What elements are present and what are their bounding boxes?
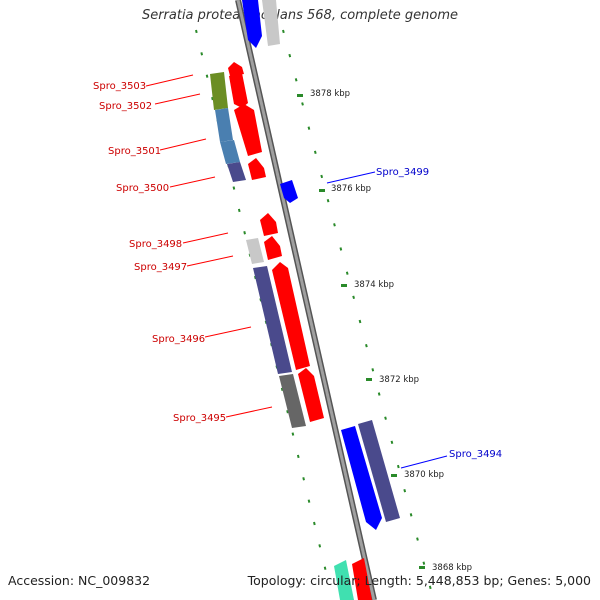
gene-label-line (169, 176, 216, 188)
gene-label-line (154, 93, 201, 105)
gene-arrow (260, 213, 278, 236)
partial-gene-bottom-red (352, 558, 372, 600)
gene-label: Spro_3497 (134, 262, 187, 273)
ruler-tick-label: 3868 kbp (432, 563, 472, 573)
gene-arrow (280, 180, 298, 203)
partial-gene-top-light (262, 0, 280, 46)
gene-label: Spro_3498 (129, 239, 182, 250)
gene-label-line (145, 74, 194, 87)
gene-label-line (159, 138, 207, 151)
cog-block (227, 162, 246, 182)
partial-genes-top[interactable] (242, 0, 280, 48)
ruler-tick-mark (366, 378, 372, 381)
gene-label: Spro_3496 (152, 334, 205, 345)
ruler-tick: 3874 kbp (341, 280, 394, 290)
gene-spro-3494[interactable]: Spro_3494 (341, 420, 502, 530)
gene-spro-3502[interactable]: Spro_3502 (99, 73, 248, 142)
ruler: 3878 kbp 3876 kbp 3874 kbp 3872 kbp 3870… (297, 89, 472, 573)
gene-spro-3500[interactable]: Spro_3500 (116, 158, 266, 194)
cog-block (358, 420, 400, 522)
ruler-tick-label: 3878 kbp (310, 89, 350, 99)
ruler-tick: 3868 kbp (419, 563, 472, 573)
gene-label-line (225, 406, 273, 418)
backbone (235, 0, 377, 600)
gene-label: Spro_3499 (376, 167, 429, 178)
ruler-tick: 3870 kbp (391, 470, 444, 480)
gene-label: Spro_3494 (449, 449, 502, 460)
gene-arrow (264, 236, 282, 260)
gene-label: Spro_3500 (116, 183, 169, 194)
gene-label: Spro_3502 (99, 101, 152, 112)
cog-block (215, 108, 233, 142)
gene-label-line (204, 326, 252, 338)
accession-label: Accession: NC_009832 (8, 573, 151, 588)
outer-guide-line (282, 29, 433, 595)
cog-block (246, 238, 264, 264)
backbone-highlight (236, 0, 376, 600)
gene-arrow (272, 262, 310, 370)
gene-arrow (228, 62, 244, 76)
gene-label-line (326, 171, 376, 184)
ruler-tick-label: 3874 kbp (354, 280, 394, 290)
gene-arrow (234, 104, 262, 156)
map-title: Serratia proteamaculans 568, complete ge… (141, 8, 459, 23)
gene-spro-3496[interactable]: Spro_3496 (152, 262, 310, 374)
ruler-tick-mark (419, 566, 425, 569)
gene-spro-3503[interactable]: Spro_3503 (93, 62, 244, 110)
gene-arrow (229, 73, 248, 108)
partial-gene-bottom-teal (334, 560, 354, 600)
gene-spro-3497[interactable]: Spro_3497 (134, 236, 282, 273)
gene-arrow (298, 368, 324, 422)
ruler-tick-label: 3876 kbp (331, 184, 371, 194)
ruler-tick-label: 3872 kbp (379, 375, 419, 385)
topology-summary: Topology: circular; Length: 5,448,853 bp… (247, 573, 591, 588)
cog-block (279, 374, 306, 428)
gene-label: Spro_3503 (93, 81, 146, 92)
gene-spro-3495[interactable]: Spro_3495 (173, 368, 324, 428)
gene-arrow (248, 158, 266, 180)
ruler-tick: 3878 kbp (297, 89, 350, 99)
ruler-tick: 3872 kbp (366, 375, 419, 385)
partial-gene-top-blue (242, 0, 262, 48)
ruler-tick-label: 3870 kbp (404, 470, 444, 480)
gene-label: Spro_3501 (108, 146, 161, 157)
gene-arrow (341, 426, 382, 530)
gene-spro-3498[interactable]: Spro_3498 (129, 213, 278, 250)
ruler-tick: 3876 kbp (319, 184, 371, 194)
cog-block (220, 140, 240, 164)
ruler-tick-mark (391, 474, 397, 477)
gene-label-line (400, 455, 448, 469)
gene-label-line (182, 232, 229, 244)
gene-label: Spro_3495 (173, 413, 226, 424)
gene-label-line (186, 255, 234, 267)
cog-block (253, 266, 292, 374)
gene-spro-3501[interactable]: Spro_3501 (108, 104, 262, 164)
gene-spro-3499[interactable]: Spro_3499 (280, 167, 429, 203)
ruler-tick-mark (341, 284, 347, 287)
ruler-tick-mark (297, 94, 303, 97)
partial-genes-bottom[interactable] (334, 558, 372, 600)
ruler-tick-mark (319, 189, 325, 192)
cog-block (210, 72, 228, 110)
